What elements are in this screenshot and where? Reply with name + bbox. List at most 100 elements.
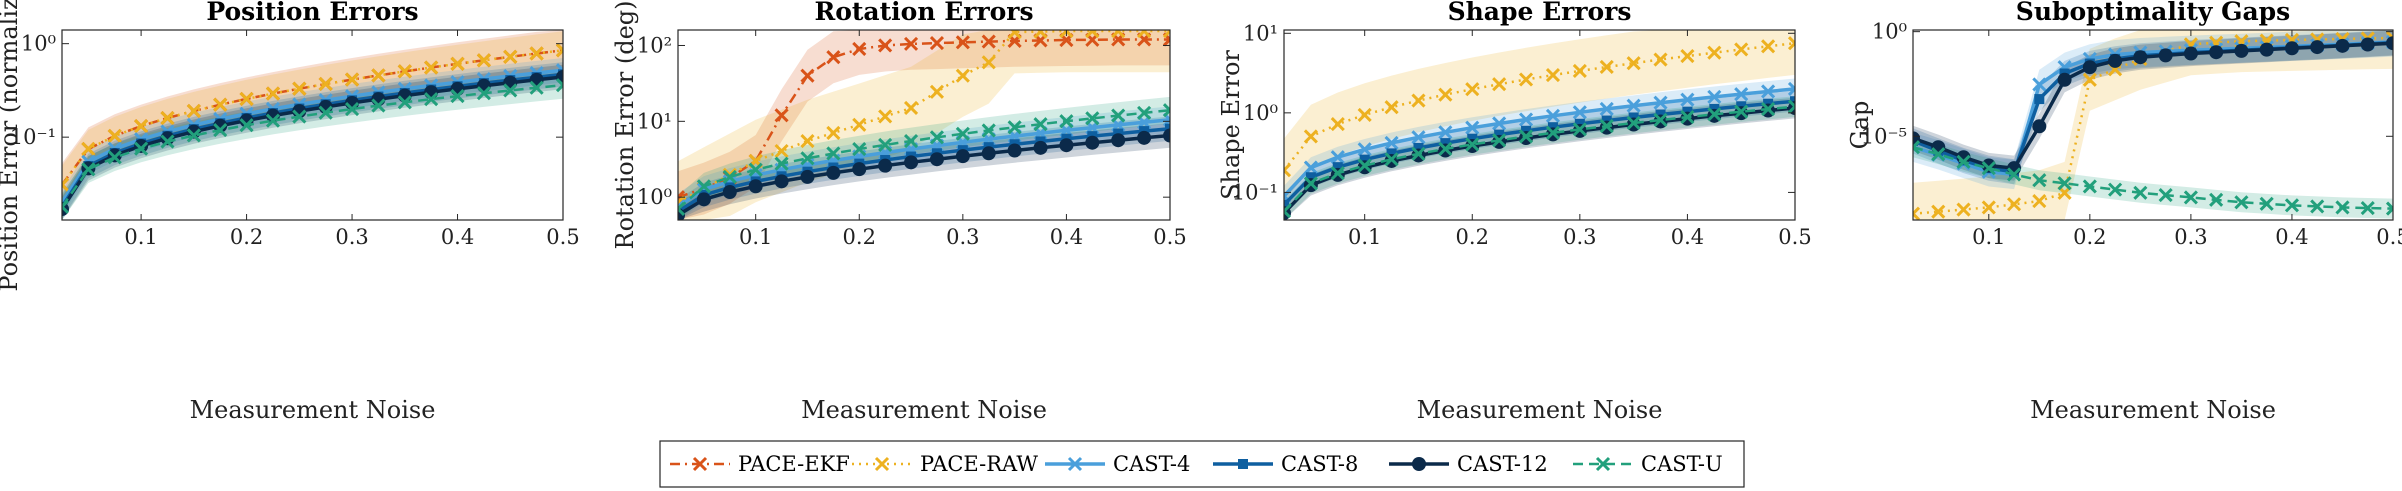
data-point: [424, 60, 439, 75]
data-point: [774, 143, 789, 159]
data-point: [107, 150, 122, 165]
data-point: [239, 91, 254, 106]
band-pace-raw: [1284, 30, 1795, 202]
data-point: [371, 68, 386, 83]
data-point: [344, 101, 360, 117]
data-point: [722, 185, 737, 200]
data-point: [1137, 105, 1152, 120]
data-point: [1465, 82, 1480, 97]
data-point: [1438, 87, 1453, 102]
data-point: [1059, 114, 1074, 129]
y-tick-label: 10⁻⁵: [1861, 124, 1907, 148]
legend-label: CAST-4: [1113, 452, 1190, 476]
data-point: [1518, 129, 1534, 144]
data-point: [2158, 48, 2173, 63]
data-point: [1572, 63, 1587, 78]
y-tick-label: 10⁰: [1872, 20, 1907, 44]
data-point: [1413, 142, 1424, 153]
legend-marker: [1067, 456, 1083, 472]
y-axis-label: Gap: [1846, 101, 1874, 150]
legend-label: CAST-U: [1641, 452, 1723, 476]
data-point: [1330, 150, 1345, 165]
plot-area: [1913, 30, 2393, 220]
band-pace-ekf: [678, 30, 1170, 220]
band-cast-u: [62, 71, 563, 220]
legend-entry-cast-u: CAST-U: [1573, 452, 1723, 476]
x-tick-label: 0.3: [335, 225, 368, 249]
x-tick-label: 0.5: [2376, 225, 2402, 249]
data-point: [1518, 72, 1534, 87]
data-point: [1653, 112, 1668, 128]
data-point: [1599, 119, 1614, 134]
legend-marker: [1412, 457, 1426, 471]
legend-entry-cast-4: CAST-4: [1045, 452, 1190, 476]
data-point: [878, 137, 893, 152]
panel-title: Position Errors: [206, 0, 418, 26]
data-point: [2310, 40, 2325, 55]
data-point: [1599, 59, 1614, 75]
data-point: [1931, 147, 1946, 162]
x-axis-label: Measurement Noise: [190, 396, 436, 424]
data-point: [774, 156, 789, 171]
series-cast-u: [1284, 99, 1795, 219]
data-point: [450, 56, 465, 71]
data-point: [1163, 128, 1170, 143]
data-point: [186, 103, 201, 119]
data-point: [134, 119, 149, 134]
data-point: [1626, 115, 1641, 131]
series-cast-u: [678, 103, 1170, 216]
x-tick-label: 0.3: [1563, 225, 1596, 249]
data-point: [2057, 72, 2072, 87]
legend-label: PACE-EKF: [738, 452, 850, 476]
data-point: [1330, 166, 1345, 181]
data-point: [826, 165, 841, 180]
data-point: [239, 118, 254, 133]
data-point: [903, 100, 919, 116]
data-point: [529, 46, 544, 61]
data-point: [1303, 176, 1318, 191]
axes-box: [61, 29, 564, 221]
data-point: [981, 146, 996, 161]
x-axis-label: Measurement Noise: [801, 396, 1047, 424]
data-point: [1494, 129, 1505, 140]
x-tick-label: 0.5: [1153, 225, 1186, 249]
data-point: [1680, 110, 1695, 125]
data-point: [2234, 43, 2249, 58]
data-point: [1007, 30, 1022, 40]
legend-marker: [692, 456, 708, 472]
data-point: [1357, 158, 1372, 173]
data-point: [800, 68, 815, 83]
series-line: [678, 30, 1170, 204]
y-tick-label: 10²: [637, 33, 672, 57]
data-point: [2158, 188, 2173, 203]
data-point: [1162, 30, 1170, 39]
data-point: [2360, 200, 2375, 216]
legend-label: CAST-8: [1281, 452, 1358, 476]
series-line: [678, 108, 1170, 210]
data-point: [1303, 129, 1318, 144]
chart-panel-1: Position Errors 0.1 0.2 0.3 0.4 0.5 10⁻¹ 10⁰ Mea…: [0, 0, 580, 424]
data-point: [2234, 195, 2249, 210]
legend-marker: [874, 456, 890, 472]
data-point: [529, 80, 544, 95]
data-point: [555, 78, 563, 93]
data-point: [929, 152, 944, 167]
data-point: [2386, 36, 2393, 51]
data-point: [878, 38, 893, 53]
band-pace-raw: [1913, 30, 2393, 220]
x-tick-label: 0.1: [1348, 225, 1381, 249]
y-axis-label: Shape Error: [1217, 50, 1245, 200]
data-point: [1284, 163, 1292, 178]
data-point: [2108, 182, 2123, 197]
x-tick-label: 0.2: [1456, 225, 1489, 249]
data-point: [1680, 92, 1695, 107]
data-point: [1137, 30, 1152, 39]
data-point: [903, 133, 919, 149]
data-point: [1761, 39, 1776, 54]
data-point: [981, 34, 996, 49]
data-point: [1467, 133, 1478, 144]
data-point: [1572, 122, 1587, 137]
data-point: [696, 192, 711, 207]
legend-label: PACE-RAW: [920, 452, 1038, 476]
data-point: [450, 81, 465, 96]
